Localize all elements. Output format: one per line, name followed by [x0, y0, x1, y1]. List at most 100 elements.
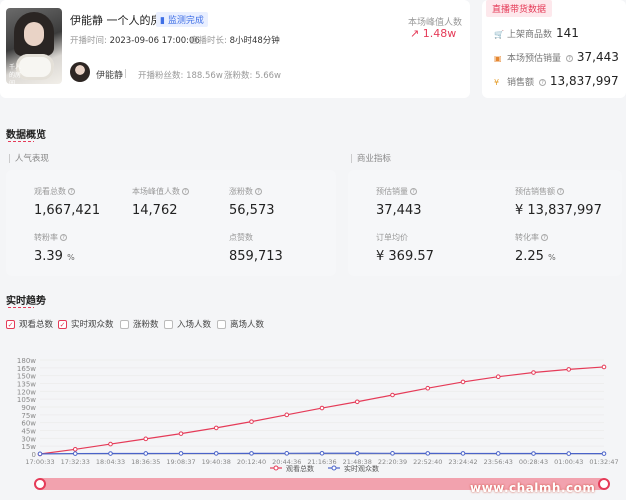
data-point	[108, 441, 113, 447]
business-panel	[348, 170, 622, 276]
stat-value: 37,443	[376, 203, 422, 218]
goods-revenue-value: 13,837,997	[549, 74, 619, 88]
popularity-title: 人气表现	[8, 152, 49, 164]
avatar[interactable]	[70, 62, 90, 82]
follower-value: 188.56w	[186, 71, 223, 81]
range-slider-end-handle[interactable]	[598, 478, 610, 490]
x-tick-label: 00:28:43	[519, 458, 548, 466]
data-point	[531, 370, 536, 375]
data-point	[531, 451, 536, 456]
data-point	[390, 451, 395, 456]
range-slider-start-handle[interactable]	[34, 478, 46, 490]
help-icon[interactable]: ?	[255, 188, 262, 195]
data-point	[354, 399, 360, 405]
y-tick-label: 165w	[17, 365, 36, 373]
goods-row-count: 🛒 上架商品数 141	[494, 26, 579, 40]
goods-tab[interactable]: 直播带货数据	[486, 0, 553, 17]
stat-value: 859,713	[229, 249, 283, 264]
status-badge-label: 监测完成	[167, 16, 204, 26]
checkbox-box	[217, 319, 226, 329]
checkbox-label: 离场人数	[230, 320, 265, 330]
check-icon: ✓	[6, 319, 15, 329]
data-point	[425, 451, 431, 456]
checkbox-realtime-viewers[interactable]: ✓ 实时观众数	[58, 318, 114, 330]
cart-icon: 🛒	[494, 30, 504, 39]
help-icon[interactable]: ?	[565, 55, 573, 62]
section-title-trend: 实时趋势	[6, 296, 46, 307]
help-icon[interactable]: ?	[410, 188, 417, 195]
data-point	[37, 451, 43, 457]
stat-est-revenue: 预估销售额? ¥ 13,837,997	[515, 186, 602, 218]
stat-label: 预估销售额	[515, 187, 555, 196]
anchor-name[interactable]: 伊能静	[96, 71, 124, 81]
start-value: 2023-09-06 17:00:06	[109, 36, 200, 46]
x-tick-label: 01:00:43	[554, 458, 583, 466]
data-point	[495, 451, 501, 456]
data-point	[354, 450, 360, 456]
y-tick-label: 120w	[17, 388, 36, 396]
data-point	[213, 451, 219, 456]
y-tick-label: 30w	[21, 435, 36, 443]
data-point	[72, 451, 78, 456]
help-icon[interactable]: ?	[68, 188, 75, 195]
room-cover-image[interactable]: 千人的房间	[6, 8, 62, 84]
fan-increase-label: 涨粉数:	[224, 71, 253, 81]
x-tick-label: 21:16:36	[307, 458, 336, 466]
x-tick-label: 20:12:40	[237, 458, 266, 466]
peak-value: ↗ 1.48w	[410, 27, 456, 40]
help-icon[interactable]: ?	[182, 188, 189, 195]
range-slider-track[interactable]	[36, 478, 606, 490]
y-tick-label: 0	[32, 451, 36, 459]
checkbox-fan-increase[interactable]: 涨粉数	[120, 318, 159, 330]
help-icon[interactable]: ?	[557, 188, 564, 195]
chart-icon: ▮	[160, 16, 165, 26]
checkbox-box	[120, 319, 129, 329]
x-tick-label: 18:04:33	[96, 458, 125, 466]
checkbox-label: 涨粉数	[133, 320, 159, 330]
stat-fan-rate: 转粉率? 3.39 %	[34, 232, 75, 264]
y-tick-label: 150w	[17, 373, 36, 381]
checkbox-leaving[interactable]: 离场人数	[217, 318, 264, 330]
data-point	[284, 412, 290, 418]
stat-value: 3.39	[34, 249, 63, 264]
stat-peak-users: 本场峰值人数? 14,762	[132, 186, 189, 218]
y-tick-label: 180w	[17, 357, 36, 365]
x-tick-label: 23:56:43	[484, 458, 513, 466]
y-tick-label: 60w	[21, 420, 36, 428]
data-point	[213, 425, 219, 431]
checkbox-label: 入场人数	[177, 320, 212, 330]
duration-label: 直播时长:	[190, 36, 227, 46]
room-title[interactable]: 伊能静 一个人的房间	[70, 14, 173, 27]
trend-up-icon: ↗	[410, 27, 420, 40]
fan-increase: 涨粉数: 5.66w	[224, 69, 281, 81]
help-icon[interactable]: ?	[60, 234, 67, 241]
legend-marker	[331, 465, 337, 471]
x-tick-label: 18:36:35	[131, 458, 160, 466]
checkbox-total-views[interactable]: ✓ 观看总数	[6, 318, 53, 330]
x-tick-label: 01:32:47	[589, 458, 618, 466]
legend-label: 观看总数	[286, 464, 314, 473]
x-tick-label: 23:24:42	[448, 458, 477, 466]
help-icon[interactable]: ?	[541, 234, 548, 241]
section-underline	[8, 307, 34, 308]
trend-chart: 015w30w45w60w75w90w105w120w135w150w165w1…	[17, 357, 619, 473]
x-tick-label: 17:32:33	[61, 458, 90, 466]
goods-row-sales: ▣ 本场预估销量 ? 37,443	[494, 50, 619, 64]
stat-label: 观看总数	[34, 187, 66, 196]
data-point	[284, 451, 290, 456]
data-point	[249, 419, 254, 424]
data-point	[319, 450, 325, 456]
stat-label: 预估销量	[376, 187, 408, 196]
stat-label: 转粉率	[34, 233, 58, 242]
help-icon[interactable]: ?	[538, 79, 546, 86]
data-point	[566, 451, 572, 456]
checkbox-box	[164, 319, 173, 329]
money-icon: ¥	[494, 78, 500, 87]
x-tick-label: 20:44:36	[272, 458, 301, 466]
peak-label: 本场峰值人数	[408, 18, 463, 28]
checkbox-entering[interactable]: 入场人数	[164, 318, 211, 330]
data-point	[425, 385, 431, 391]
popularity-panel	[6, 170, 336, 276]
stat-avg-price: 订单均价 ¥ 369.57	[376, 232, 434, 264]
data-point	[601, 451, 607, 456]
